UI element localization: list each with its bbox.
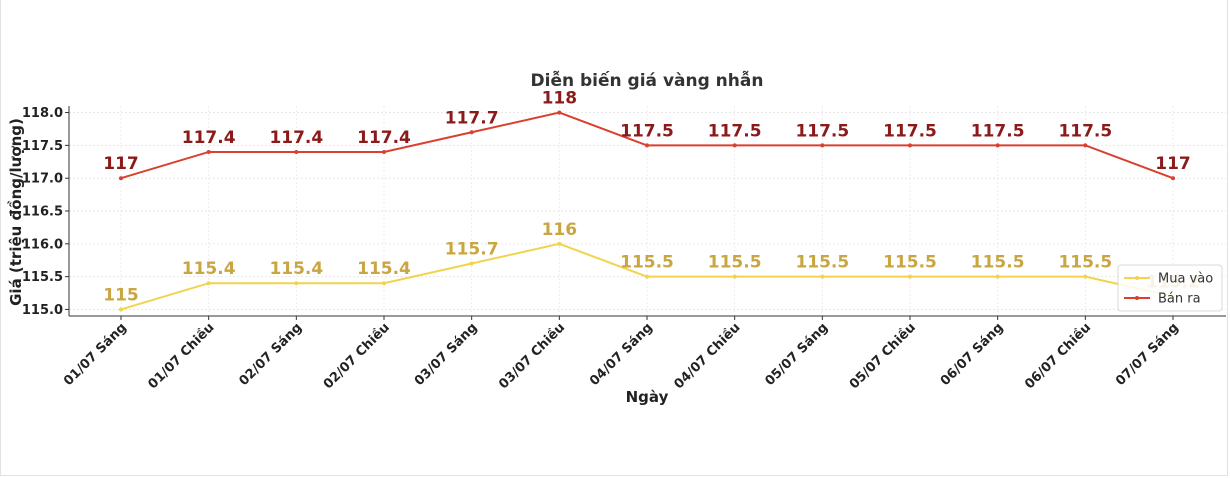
data-label: 118 [542,89,578,109]
data-label: 115.4 [357,259,411,279]
series-point [995,274,1000,279]
data-label: 115.5 [883,253,937,273]
y-axis-label: Giá (triệu đồng/lượng) [6,118,25,306]
series-point [469,261,474,266]
y-tick-label: 117.0 [22,172,63,187]
data-label: 117.4 [182,128,236,148]
chart-title: Diễn biến giá vàng nhẫn [531,69,764,91]
series-point [294,149,299,154]
y-tick-label: 116.0 [22,237,63,252]
x-tick-label: 06/07 Chiều [1022,320,1094,392]
data-labels: 115 115.4 115.4 115.4 115.7 116 115.5 115.5 115.… [103,89,1200,306]
series-point [469,130,474,135]
y-ticks: 115.0 115.5 116.0 116.5 117.0 117.5 118.0 [22,106,69,318]
x-tick-label: 01/07 Sáng [61,320,130,389]
series-point [557,110,562,115]
x-tick-label: 03/07 Sáng [412,320,481,389]
data-label: 115.5 [795,253,849,273]
series-point [206,281,211,286]
y-tick-label: 117.5 [22,139,63,154]
series-point [732,274,737,279]
series-point [1083,143,1088,148]
series-point [908,143,912,148]
data-label: 115.4 [269,259,323,279]
data-label: 117.4 [357,128,411,148]
data-label: 115.5 [620,253,674,273]
data-label: 117.5 [795,121,849,141]
data-label: 117.5 [1058,121,1112,141]
data-label: 117.4 [269,128,323,148]
series-point [732,143,737,148]
x-tick-label: 04/07 Chiều [672,320,744,392]
series-point [820,143,825,148]
series-point [294,281,299,286]
legend: Mua vào Bán ra [1117,264,1223,312]
data-label: 115.5 [1058,253,1112,273]
series-point [820,274,825,279]
legend-marker [1135,276,1139,280]
x-tick-label: 03/07 Chiều [496,320,568,392]
series-point [119,307,123,312]
data-label: 115.5 [971,253,1025,273]
series-point [1083,274,1088,279]
series-point [557,241,562,246]
data-label: 116 [542,220,578,240]
legend-marker [1135,296,1139,300]
x-axis-label: Ngày [626,388,669,406]
series-point [206,149,211,154]
data-label: 115.4 [182,259,236,279]
x-tick-label: 01/07 Chiều [146,320,218,392]
x-tick-label: 02/07 Sáng [236,320,305,389]
series-point [1171,176,1175,181]
x-tick-label: 04/07 Sáng [587,320,656,389]
x-ticks: 01/07 Sáng 01/07 Chiều 02/07 Sáng 02/07 Chi… [61,316,1182,392]
y-tick-label: 118.0 [22,106,63,121]
series-point [382,149,386,154]
x-tick-label: 02/07 Chiều [321,320,393,392]
data-label: 117.5 [883,121,937,141]
x-tick-label: 05/07 Chiều [847,320,919,392]
series-point [645,143,649,148]
y-tick-label: 116.5 [22,205,63,220]
legend-label: Bán ra [1158,292,1201,307]
data-label: 115 [103,285,139,305]
x-tick-label: 06/07 Sáng [938,320,1007,389]
data-label: 117 [103,154,139,174]
data-label: 115.5 [708,253,762,273]
series-point [119,176,123,181]
x-tick-label: 07/07 Sáng [1113,320,1182,389]
legend-box [1117,264,1223,312]
data-label: 117.5 [708,121,762,141]
series-point [645,274,649,279]
data-label: 115.7 [445,240,499,260]
data-label: 117.7 [445,108,499,128]
data-label: 117.5 [620,121,674,141]
legend-label: Mua vào [1158,272,1213,287]
series-point [995,143,1000,148]
y-tick-label: 115.5 [22,270,63,285]
y-tick-label: 115.0 [22,303,63,318]
series-point [382,281,386,286]
series-point [908,274,912,279]
series-group [119,110,1175,312]
data-label: 117.5 [971,121,1025,141]
x-tick-label: 05/07 Sáng [762,320,831,389]
data-label: 117 [1155,154,1191,174]
